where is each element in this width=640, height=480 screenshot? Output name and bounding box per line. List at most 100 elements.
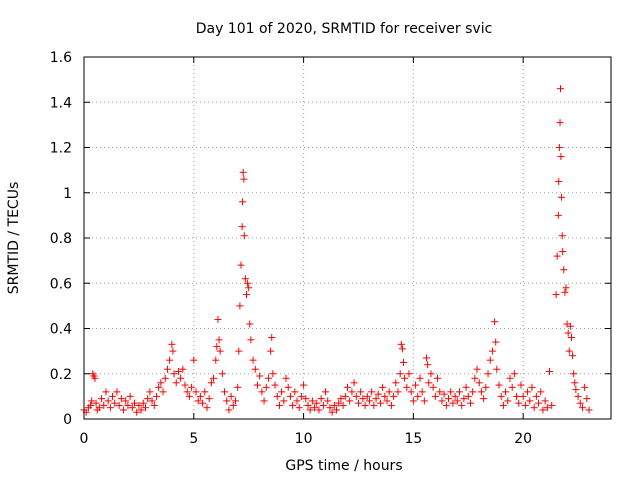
data-point [308,397,316,405]
data-points [80,85,593,416]
data-point [199,399,207,407]
data-point [166,356,174,364]
data-point [412,381,420,389]
data-point [256,372,264,380]
data-point [515,399,523,407]
data-point [414,392,422,400]
data-point [102,388,110,396]
data-point [161,374,169,382]
y-tick-label: 1.2 [50,141,72,157]
data-point [213,343,221,351]
data-point [359,395,367,403]
data-point [335,399,343,407]
x-tick-label: 0 [80,431,89,447]
data-point [210,374,218,382]
data-point [581,383,589,391]
data-point [453,397,461,405]
data-point [352,392,360,400]
data-point [120,406,128,414]
data-point [519,392,527,400]
data-point [306,406,314,414]
y-tick-label: 0.4 [50,322,72,338]
y-tick-label: 0.2 [50,367,72,383]
data-point [115,401,123,409]
data-point [480,395,488,403]
data-point [313,399,321,407]
data-point [172,379,180,387]
data-point [135,401,143,409]
data-point [455,388,463,396]
data-point [148,397,156,405]
data-point [497,392,505,400]
data-point [223,397,231,405]
data-point [361,401,369,409]
data-point [390,392,398,400]
data-point [88,397,96,405]
data-point [221,388,229,396]
data-point [553,252,561,260]
data-point [207,379,215,387]
data-point [218,370,226,378]
data-point [372,395,380,403]
data-point [144,395,152,403]
data-point [508,383,516,391]
y-tick-label: 0.6 [50,276,72,292]
x-axis-label: GPS time / hours [285,458,402,474]
data-point [535,399,543,407]
data-point [492,338,500,346]
data-point [284,383,292,391]
data-point [409,397,417,405]
data-point [482,383,490,391]
data-point [251,365,259,373]
data-point [555,177,563,185]
data-point [491,318,499,326]
data-point [528,383,536,391]
data-point [137,406,145,414]
data-point [339,401,347,409]
data-point [333,406,341,414]
data-point [146,388,154,396]
data-point [517,381,525,389]
data-point [555,144,563,151]
x-tick-label: 10 [295,431,313,447]
data-point [407,388,415,396]
data-point [418,388,426,396]
data-point [425,379,433,387]
data-point [434,374,442,382]
data-point [286,392,294,400]
data-point [185,392,193,400]
data-point [269,370,277,378]
data-point [466,399,474,407]
data-point [572,386,580,394]
data-point [244,279,252,287]
data-point [242,291,250,299]
data-point [486,356,494,364]
grid-lines [84,57,611,419]
data-point [464,392,472,400]
data-point [557,153,565,161]
data-point [139,399,147,407]
data-point [315,406,323,414]
data-point [91,374,99,382]
data-point [227,392,235,400]
data-point [578,404,586,412]
data-point [477,388,485,396]
x-tick-label: 15 [404,431,422,447]
data-point [543,404,551,412]
data-point [552,291,560,299]
data-point [504,397,512,405]
data-point [328,408,336,416]
data-point [215,336,223,344]
data-point [225,406,233,414]
data-point [354,399,362,407]
data-point [157,379,165,387]
data-point [565,347,573,355]
data-point [469,388,477,396]
axis-ticks [83,56,611,420]
data-point [397,340,405,348]
data-point [484,370,492,378]
data-point [324,397,332,405]
data-point [214,315,222,323]
data-point [546,367,554,375]
data-point [570,370,578,378]
